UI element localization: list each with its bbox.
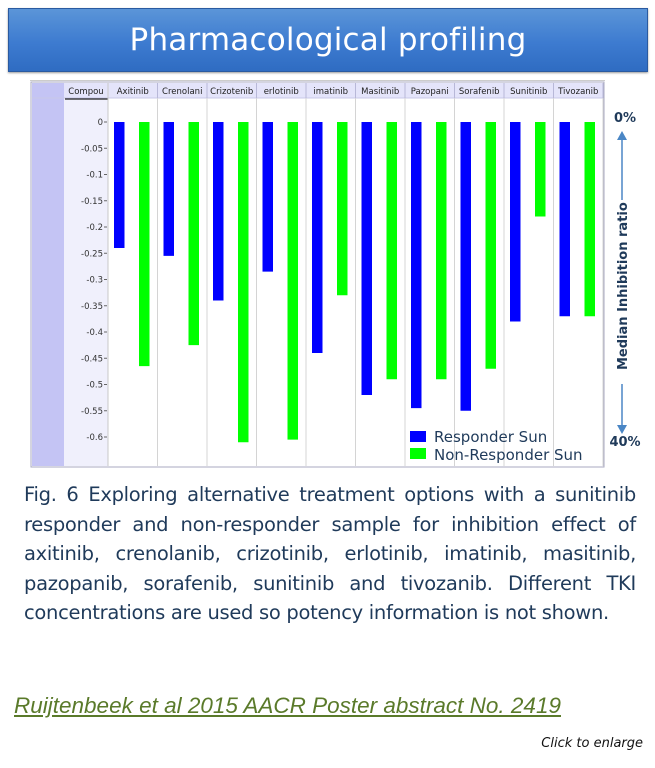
y-tick-label: -0.05 bbox=[81, 144, 103, 154]
title-divider bbox=[30, 80, 605, 81]
chart: Compou Axitinib Crenolani Crizotenib erloti… bbox=[30, 81, 641, 468]
bar-non-responder-sunitinib bbox=[535, 122, 546, 217]
column-header[interactable]: Axitinib bbox=[117, 87, 149, 97]
legend-label-non-responder: Non-Responder Sun bbox=[434, 446, 583, 464]
bar-responder-tivozanib bbox=[559, 122, 570, 317]
bar-responder-axitinib bbox=[114, 122, 125, 248]
bar-non-responder-erlotinib bbox=[287, 122, 298, 440]
y-tick-label: -0.55 bbox=[81, 407, 103, 417]
y-tick-label: -0.3 bbox=[86, 276, 103, 286]
page-title: Pharmacological profiling bbox=[129, 22, 527, 58]
column-header[interactable]: Tivozanib bbox=[557, 87, 598, 97]
y-tick-label: -0.5 bbox=[86, 381, 103, 391]
bar-responder-crenolanib bbox=[163, 122, 174, 256]
arrow-up-icon bbox=[617, 131, 627, 140]
bar-non-responder-crizotinib bbox=[238, 122, 249, 443]
bar-non-responder-imatinib bbox=[337, 122, 348, 296]
axis-column bbox=[64, 98, 108, 466]
column-header[interactable]: Crizotenib bbox=[210, 87, 253, 97]
title-banner: Pharmacological profiling bbox=[8, 8, 648, 72]
legend: Responder Sun Non-Responder Sun bbox=[410, 428, 583, 464]
y-tick-label: -0.1 bbox=[86, 171, 103, 181]
arrow-down-icon bbox=[617, 425, 627, 434]
column-header[interactable]: Pazopani bbox=[411, 87, 449, 97]
y-tick-label: 0 bbox=[98, 118, 103, 128]
y-tick-label: -0.45 bbox=[81, 354, 103, 364]
bar-non-responder-crenolanib bbox=[188, 122, 199, 346]
legend-label-responder: Responder Sun bbox=[434, 428, 547, 446]
bar-responder-crizotinib bbox=[213, 122, 224, 301]
column-header[interactable]: Masitinib bbox=[361, 87, 399, 97]
bar-non-responder-sorafenib bbox=[485, 122, 496, 369]
legend-swatch-responder bbox=[410, 431, 426, 442]
click-to-enlarge-link[interactable]: Click to enlarge bbox=[541, 736, 643, 751]
annotation-top: 0% bbox=[614, 111, 636, 126]
compound-header: Compou bbox=[68, 87, 103, 97]
figure-caption: Fig. 6 Exploring alternative treatment o… bbox=[24, 483, 636, 624]
y-tick-label: -0.6 bbox=[86, 433, 103, 443]
bar-responder-sorafenib bbox=[460, 122, 471, 411]
citation-link[interactable]: Ruijtenbeek et al 2015 AACR Poster abstr… bbox=[14, 693, 561, 718]
y-tick-label: -0.25 bbox=[81, 249, 103, 259]
column-header[interactable]: Crenolani bbox=[162, 87, 202, 97]
bar-responder-erlotinib bbox=[262, 122, 273, 272]
bar-responder-pazopanib bbox=[411, 122, 422, 409]
bar-responder-masitinib bbox=[361, 122, 372, 395]
legend-swatch-non-responder bbox=[410, 448, 426, 459]
column-header[interactable]: erlotinib bbox=[264, 87, 299, 97]
annotation-bottom: 40% bbox=[609, 435, 640, 450]
column-header[interactable]: Sunitinib bbox=[510, 87, 547, 97]
y-tick-label: -0.15 bbox=[81, 197, 103, 207]
column-header[interactable]: imatinib bbox=[313, 87, 348, 97]
y-tick-label: -0.35 bbox=[81, 302, 103, 312]
column-header[interactable]: Sorafenib bbox=[459, 87, 500, 97]
bar-non-responder-axitinib bbox=[139, 122, 150, 367]
y-tick-label: -0.2 bbox=[86, 223, 103, 233]
bar-responder-sunitinib bbox=[510, 122, 521, 322]
bar-non-responder-tivozanib bbox=[584, 122, 595, 317]
row-header-strip bbox=[32, 83, 64, 466]
y-axis-label: Median Inhibition ratio bbox=[616, 202, 631, 370]
bar-non-responder-masitinib bbox=[386, 122, 397, 380]
header-row bbox=[64, 83, 603, 98]
bar-non-responder-pazopanib bbox=[436, 122, 447, 380]
y-tick-label: -0.4 bbox=[86, 328, 103, 338]
bar-responder-imatinib bbox=[312, 122, 323, 353]
